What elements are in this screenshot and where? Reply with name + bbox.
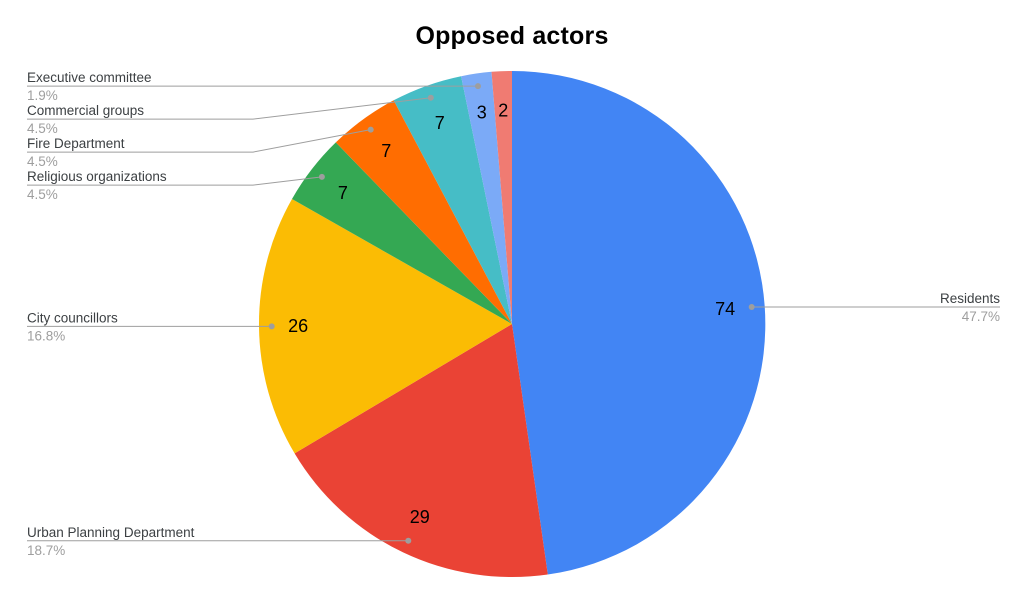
- slice-pct-residents: 47.7%: [962, 309, 1000, 324]
- slice-value: 26: [288, 316, 308, 336]
- slice-value: 7: [338, 183, 348, 203]
- callout-dot-fire-department: [367, 126, 374, 133]
- slice-label-religious-organizations: Religious organizations: [27, 169, 167, 184]
- slice-label-fire-department: Fire Department: [27, 136, 125, 151]
- callout-dot-executive-committee: [475, 83, 481, 90]
- pie-slice-unlabeled[interactable]: [491, 70, 513, 324]
- callout-dot-city-councillors: [268, 323, 275, 330]
- pie-slice-urban-planning-department[interactable]: [294, 324, 548, 578]
- slice-pct-executive-committee: 1.9%: [27, 88, 58, 103]
- slice-label-city-councillors: City councillors: [27, 310, 118, 325]
- pie-slice-commercial-groups[interactable]: [393, 76, 512, 324]
- chart-title: Opposed actors: [415, 22, 609, 50]
- slice-value: 2: [498, 100, 508, 120]
- slice-value: 7: [435, 113, 445, 133]
- pie-slice-executive-committee[interactable]: [461, 71, 512, 324]
- callout-line-fire-department: [27, 129, 371, 153]
- slice-value: 3: [477, 102, 487, 122]
- callout-dot-commercial-groups: [427, 94, 434, 101]
- slice-label-executive-committee: Executive committee: [27, 70, 152, 85]
- slice-pct-fire-department: 4.5%: [27, 154, 58, 169]
- slice-pct-religious-organizations: 4.5%: [27, 187, 58, 202]
- slice-label-residents: Residents: [940, 291, 1000, 306]
- pie-slice-city-councillors[interactable]: [258, 199, 512, 454]
- callout-dot-residents: [748, 304, 755, 310]
- pie-slice-religious-organizations[interactable]: [292, 142, 512, 324]
- pie-slice-residents[interactable]: [512, 70, 766, 575]
- pie-slice-fire-department[interactable]: [335, 100, 512, 324]
- slice-value: 7: [381, 141, 391, 161]
- slice-pct-urban-planning-department: 18.7%: [27, 543, 65, 558]
- callout-dot-urban-planning-department: [405, 537, 412, 544]
- slice-pct-commercial-groups: 4.5%: [27, 121, 58, 136]
- slice-label-urban-planning-department: Urban Planning Department: [27, 525, 195, 540]
- callout-line-commercial-groups: [27, 97, 431, 120]
- slice-label-commercial-groups: Commercial groups: [27, 103, 144, 118]
- slice-pct-city-councillors: 16.8%: [27, 328, 65, 343]
- slice-value: 74: [715, 299, 735, 319]
- slice-value: 29: [410, 507, 430, 527]
- callout-line-religious-organizations: [27, 176, 322, 186]
- callout-dot-religious-organizations: [318, 173, 325, 180]
